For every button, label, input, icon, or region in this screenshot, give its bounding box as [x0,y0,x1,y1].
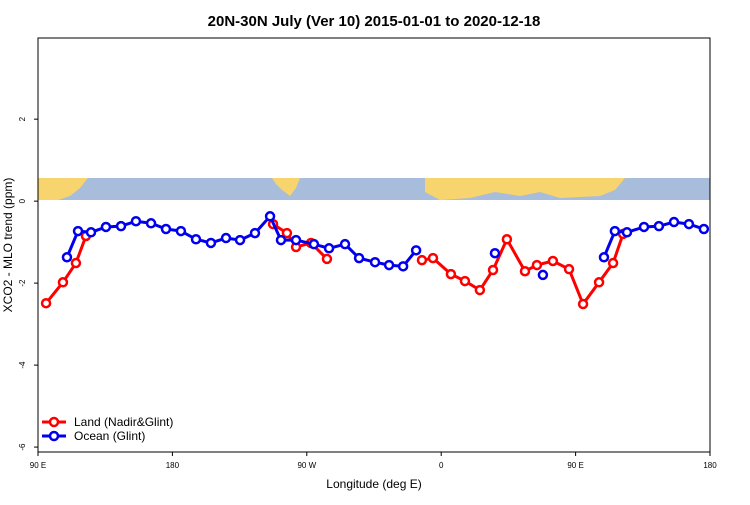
point [369,256,381,268]
point [190,234,202,245]
point [445,268,457,280]
point [593,277,605,288]
point [474,284,486,296]
point [668,216,680,228]
point [547,255,559,267]
x-tick-label: 90 W [297,461,316,470]
point [72,225,84,237]
y-axis-label: XCO2 - MLO trend (ppm) [1,178,15,313]
plot-box [37,37,711,453]
point [234,234,246,246]
x-tick-label: 90 E [30,461,46,470]
point [489,247,501,259]
point [57,277,69,288]
point [281,227,293,239]
y-tick-label: -2 [18,279,27,287]
chart-title: 20N-30N July (Ver 10) 2015-01-01 to 2020… [208,13,541,30]
point [683,218,695,230]
point [61,252,73,263]
point [609,225,621,237]
point [40,297,52,309]
point [416,254,428,266]
point [160,223,172,235]
legend-marker [48,430,60,442]
map-strip [38,178,710,200]
y-tick-label: 0 [18,198,27,203]
x-tick-label: 90 E [567,461,583,470]
point [537,269,549,281]
point [563,263,575,275]
point [501,234,513,245]
legend-marker [48,416,60,428]
point [321,253,333,265]
x-tick-label: 180 [703,461,717,470]
y-tick-label: -4 [18,361,27,369]
point [220,232,232,244]
land [425,178,625,200]
point [130,215,142,227]
point [275,234,287,246]
x-axis-label: Longitude (deg E) [326,477,421,491]
point [145,218,157,229]
point [410,245,422,256]
point [264,211,276,222]
point [427,252,439,264]
point [519,265,531,277]
y-tick-label: 2 [18,116,27,121]
point [653,220,665,232]
legend-label: Land (Nadir&Glint) [74,415,173,429]
point [397,261,409,272]
point [308,238,320,250]
point [577,298,589,310]
y-tick-label: -6 [18,443,27,451]
point [459,275,471,287]
point [607,257,619,269]
point [531,259,543,271]
point [115,220,127,232]
land [38,178,88,200]
land [272,178,300,196]
point [339,238,351,250]
point [175,225,187,237]
point [100,221,112,233]
point [85,227,97,238]
point [70,257,82,269]
point [698,223,710,235]
point [487,264,499,276]
x-tick-label: 180 [166,461,180,470]
point [205,237,217,249]
x-tick-label: 0 [439,461,444,470]
legend-label: Ocean (Glint) [74,429,145,443]
point [598,252,610,263]
point [621,227,633,238]
point [383,259,395,271]
point [323,243,335,254]
point [249,227,261,239]
point [290,234,302,246]
legend: Land (Nadir&Glint)Ocean (Glint) [42,415,173,443]
point [353,252,365,264]
point [638,221,650,233]
